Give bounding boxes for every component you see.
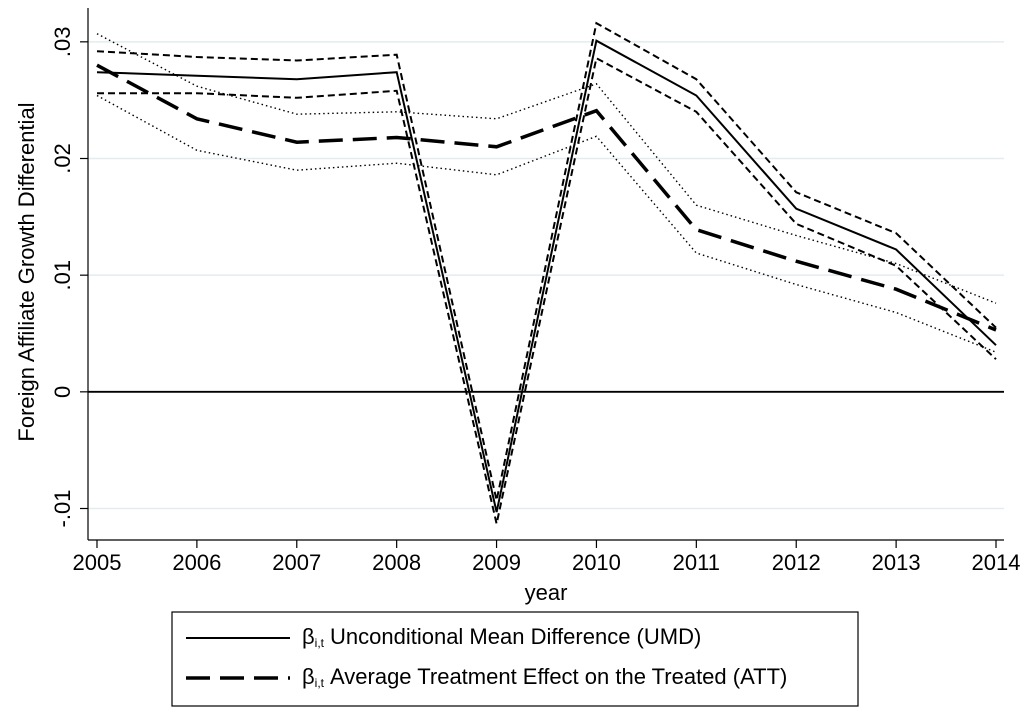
x-tick-label: 2005 [73,550,122,575]
legend-symbol: β [302,624,315,649]
x-tick-label: 2006 [172,550,221,575]
legend-box [171,611,859,707]
x-tick-label: 2012 [772,550,821,575]
ci-lower-line [97,56,997,524]
x-tick-label: 2010 [572,550,621,575]
series-line [96,63,997,332]
ci-upper-line [96,33,997,304]
x-axis-label: year [525,580,568,605]
legend-name: Average Treatment Effect on the Treated … [330,664,787,689]
series-line [96,39,997,513]
y-tick-label: .01 [50,260,75,291]
legend-label: βi,t Average Treatment Effect on the Trea… [302,664,787,690]
ci-lower-line [96,94,997,353]
legend-subscript: i,t [315,636,325,650]
x-tick-label: 2013 [872,550,921,575]
y-tick-label: .02 [50,143,75,174]
y-tick-label: .03 [50,27,75,58]
y-tick-label: 0 [50,386,75,398]
ci-upper-line [96,21,997,501]
legend-label: βi,t Unconditional Mean Difference (UMD) [302,624,701,650]
x-tick-label: 2011 [673,550,720,575]
x-tick-label: 2007 [272,550,321,575]
x-tick-label: 2009 [472,550,521,575]
x-tick-label: 2014 [972,550,1021,575]
x-tick-label: 2008 [372,550,421,575]
legend-symbol: β [302,664,315,689]
y-tick-label: -.01 [50,490,75,528]
y-axis-label: Foreign Affiliate Growth Differential [14,102,39,441]
legend-subscript: i,t [315,676,325,690]
legend-name: Unconditional Mean Difference (UMD) [330,624,701,649]
